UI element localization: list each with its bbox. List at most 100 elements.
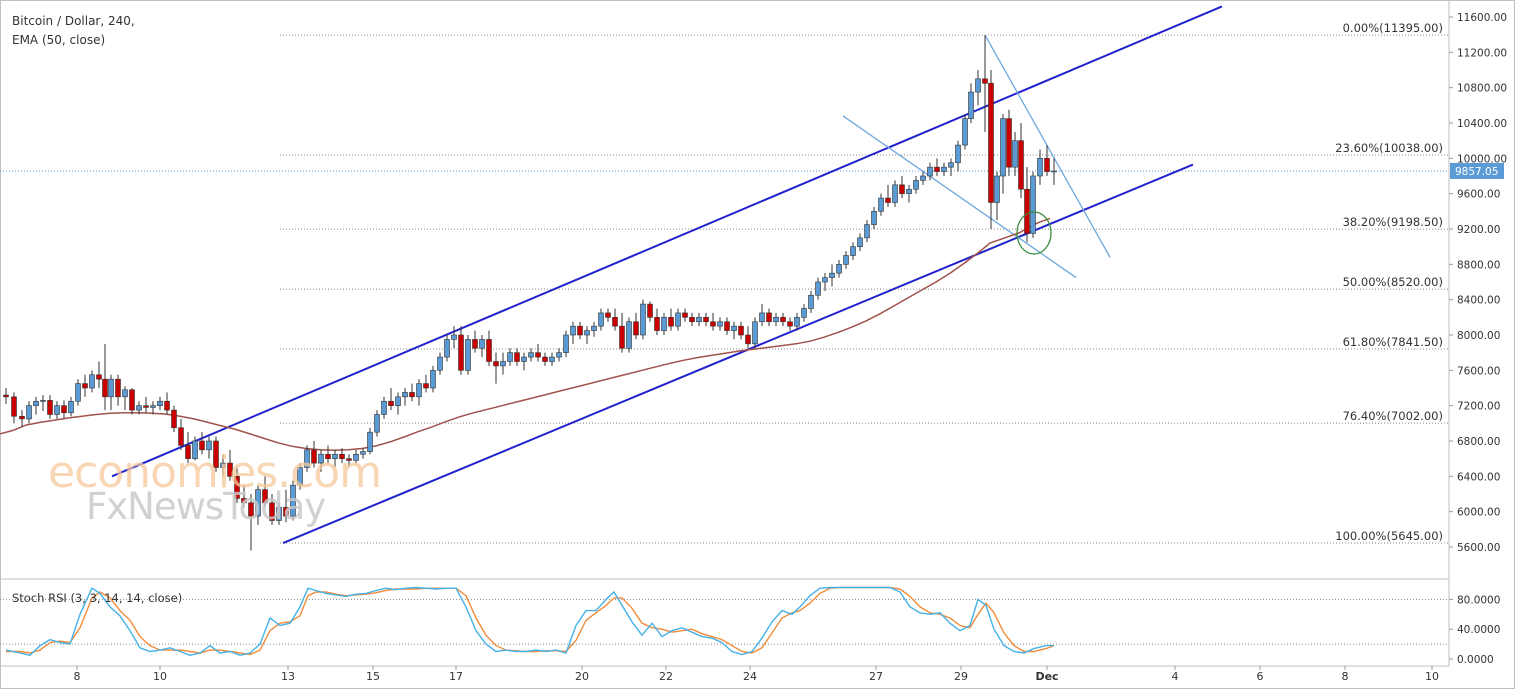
candle-up xyxy=(773,317,779,323)
price-tick-label: 7600.00 xyxy=(1457,365,1500,377)
time-tick-label: 4 xyxy=(1172,670,1179,683)
candle-up xyxy=(675,312,681,327)
candle-up xyxy=(353,453,359,461)
candle-down xyxy=(787,321,793,327)
candle-up xyxy=(892,184,898,203)
candle-down xyxy=(409,392,415,398)
ema-legend-label: EMA (50, close) xyxy=(12,33,106,47)
candle-down xyxy=(486,339,492,362)
candle-up xyxy=(549,356,555,362)
price-tick-label: 9200.00 xyxy=(1457,224,1500,236)
wedge-lower-line xyxy=(842,115,1077,279)
candle-down xyxy=(633,321,639,336)
candle-up xyxy=(75,383,81,402)
candle-up xyxy=(206,440,212,451)
candle-up xyxy=(878,197,884,212)
time-tick-label: 8 xyxy=(74,670,81,683)
last-price-badge-label: 9857.05 xyxy=(1455,166,1498,178)
fib-level-label: 0.00%(11395.00) xyxy=(1343,21,1443,35)
candle-down xyxy=(458,334,464,371)
time-tick-label: 20 xyxy=(575,670,589,683)
candle-up xyxy=(759,312,765,323)
candle-down xyxy=(164,400,170,411)
candle-down xyxy=(1044,158,1050,172)
candle-up xyxy=(920,175,926,181)
candles-group xyxy=(3,35,1057,551)
candle-up xyxy=(430,370,436,389)
channel-lower-line xyxy=(282,163,1194,544)
candle-down xyxy=(766,312,772,323)
fib-level-label: 76.40%(7002.00) xyxy=(1343,409,1443,423)
candle-down xyxy=(61,405,67,414)
candle-down xyxy=(19,415,25,420)
candle-down xyxy=(724,321,730,331)
time-tick-label: Dec xyxy=(1035,670,1058,683)
candle-up xyxy=(752,321,758,345)
candle-up xyxy=(864,224,870,239)
fib-level-label: 38.20%(9198.50) xyxy=(1343,215,1443,229)
candle-up xyxy=(220,462,226,468)
candle-up xyxy=(381,400,387,415)
candle-up xyxy=(717,321,723,327)
candle-up xyxy=(994,175,1000,203)
candle-down xyxy=(647,303,653,318)
candle-down xyxy=(885,197,891,203)
price-tick-label: 11200.00 xyxy=(1457,47,1507,59)
candle-up xyxy=(955,144,961,164)
candle-down xyxy=(269,502,275,521)
candle-up xyxy=(968,91,974,119)
candle-up xyxy=(598,312,604,327)
candle-down xyxy=(745,334,751,345)
candle-up xyxy=(822,277,828,283)
candle-up xyxy=(975,78,981,93)
candle-down xyxy=(346,458,352,461)
time-tick-label: 27 xyxy=(869,670,883,683)
candle-up xyxy=(962,118,968,146)
candle-up xyxy=(150,405,156,408)
candle-up xyxy=(801,308,807,318)
candle-down xyxy=(542,356,548,362)
candle-up xyxy=(33,400,39,406)
price-tick-label: 6400.00 xyxy=(1457,471,1500,483)
candle-down xyxy=(143,405,149,408)
candle-up xyxy=(395,396,401,406)
highlight-circle xyxy=(1016,211,1052,255)
candle-down xyxy=(171,409,177,429)
fib-level-label: 100.00%(5645.00) xyxy=(1335,529,1443,543)
candle-down xyxy=(185,445,191,459)
candle-up xyxy=(563,334,569,353)
candle-down xyxy=(654,317,660,331)
candle-up xyxy=(374,414,380,433)
candle-up xyxy=(507,352,513,362)
candle-up xyxy=(157,400,163,406)
candle-up xyxy=(89,374,95,389)
candle-down xyxy=(423,383,429,389)
time-tick-label: 29 xyxy=(954,670,968,683)
candle-up xyxy=(941,166,947,172)
candle-up xyxy=(479,339,485,349)
candle-down xyxy=(388,400,394,406)
candle-up xyxy=(437,356,443,371)
candle-down xyxy=(1006,118,1012,168)
candle-down xyxy=(339,453,345,459)
candle-up xyxy=(136,405,142,411)
price-tick-label: 5600.00 xyxy=(1457,542,1500,554)
candle-up xyxy=(696,317,702,323)
candle-down xyxy=(605,312,611,318)
candle-up xyxy=(68,400,74,414)
candle-up xyxy=(640,303,646,336)
time-tick-label: 13 xyxy=(281,670,295,683)
candle-up xyxy=(54,405,60,415)
candle-up xyxy=(528,352,534,358)
watermark-economies-logo: economies.com xyxy=(48,447,382,498)
candle-up xyxy=(297,467,303,486)
last-price-badge xyxy=(1450,162,1504,179)
candle-up xyxy=(584,330,590,336)
candle-up xyxy=(913,180,919,190)
candle-up xyxy=(843,255,849,265)
candle-up xyxy=(318,453,324,464)
candle-down xyxy=(283,506,289,517)
chart-title: Bitcoin / Dollar, 240, xyxy=(12,14,135,28)
